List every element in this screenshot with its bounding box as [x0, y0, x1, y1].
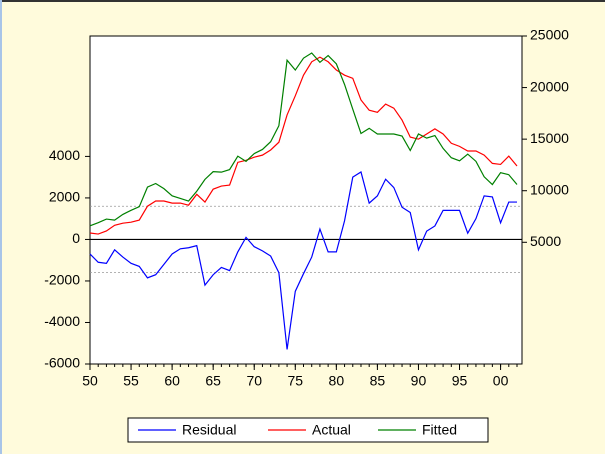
series-line — [89, 56, 518, 235]
x-tick-label: 55 — [123, 373, 139, 389]
x-tick-label: 85 — [370, 373, 386, 389]
x-tick-label: 75 — [287, 373, 303, 389]
y-tick-label: 0 — [72, 230, 80, 246]
series-line — [89, 52, 518, 227]
x-tick-label: 60 — [164, 373, 180, 389]
y2-tick-label: 5000 — [530, 233, 561, 249]
y-tick-label: 4000 — [49, 147, 80, 163]
series-line — [89, 171, 517, 350]
x-tick-label: 65 — [205, 373, 221, 389]
x-tick-label: 80 — [329, 373, 345, 389]
y-tick-label: -4000 — [44, 313, 80, 329]
legend-label: Residual — [182, 422, 236, 438]
legend-box — [127, 417, 489, 443]
y2-tick-label: 20000 — [530, 78, 569, 94]
x-tick-label: 95 — [452, 373, 468, 389]
legend-label: Fitted — [422, 422, 457, 438]
x-tick-label: 00 — [493, 373, 509, 389]
x-tick-label: 50 — [82, 373, 98, 389]
y-tick-label: -6000 — [44, 355, 80, 371]
y2-tick-label: 10000 — [530, 181, 569, 197]
y2-tick-label: 15000 — [530, 130, 569, 146]
y2-tick-label: 25000 — [530, 27, 569, 43]
y-tick-label: 2000 — [49, 189, 80, 205]
x-tick-label: 70 — [246, 373, 262, 389]
plot-area — [89, 35, 523, 365]
legend-label: Actual — [312, 422, 351, 438]
y-tick-label: -2000 — [44, 272, 80, 288]
x-tick-label: 90 — [411, 373, 427, 389]
